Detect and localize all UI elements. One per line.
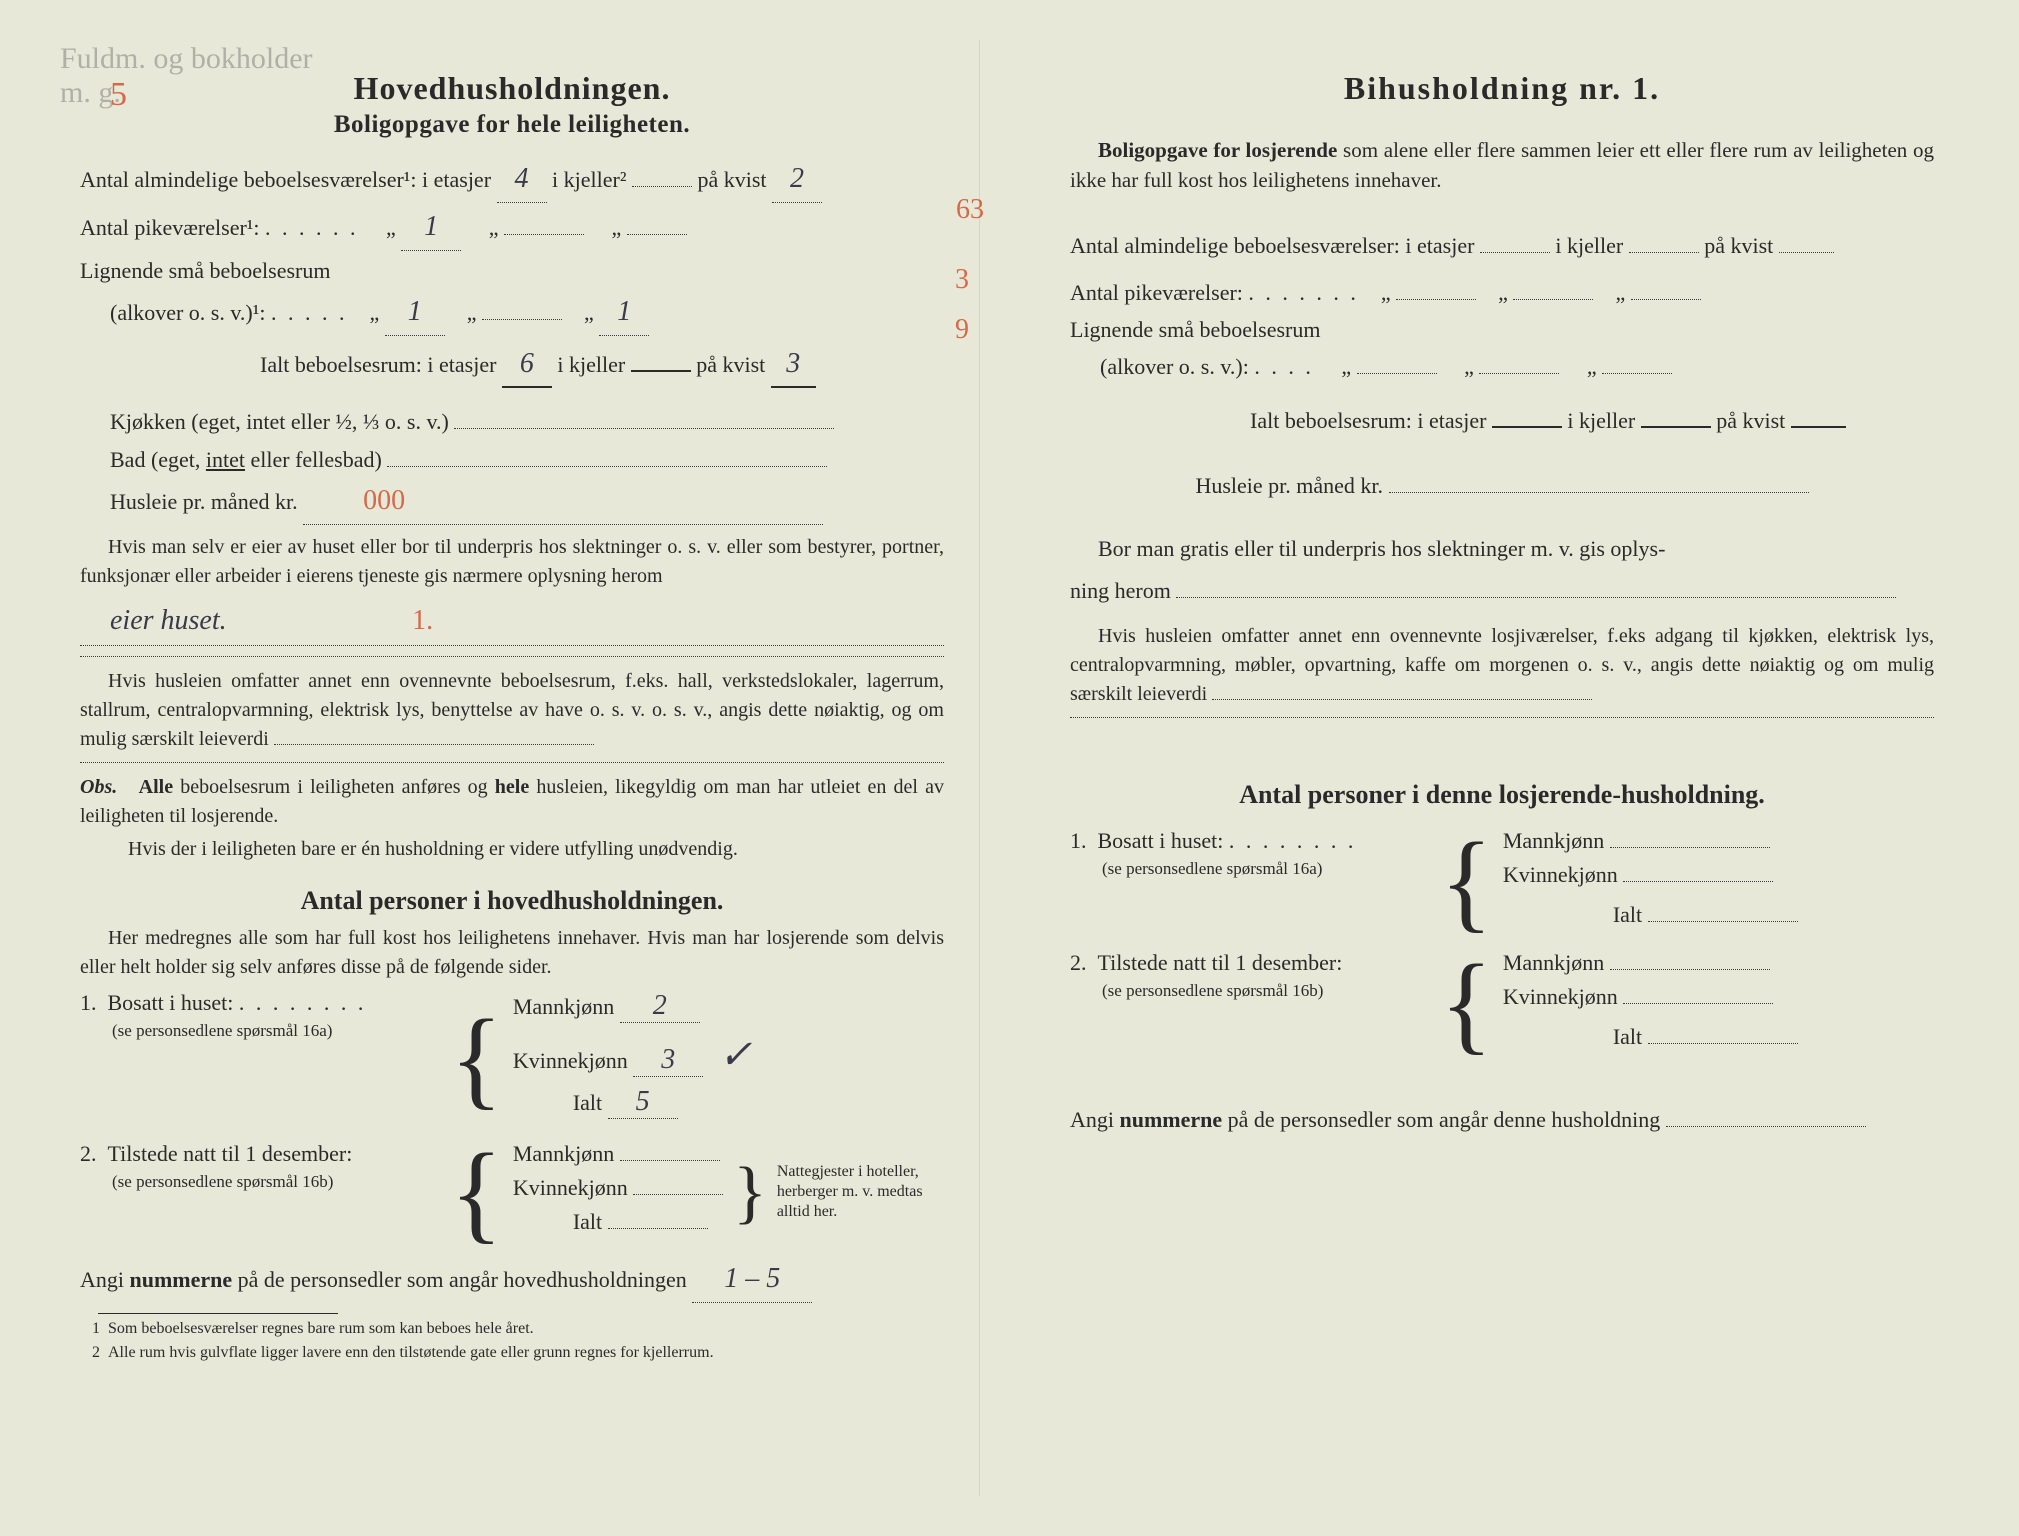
rule <box>1070 717 1934 718</box>
q3-etasjer-value: 1 <box>385 290 445 336</box>
handwriting-1: 1. <box>412 605 433 636</box>
rpersons-2: 2. Tilstede natt til 1 desember: (se per… <box>1070 950 1934 1058</box>
kjokken-row: Kjøkken (eget, intet eller ½, ⅓ o. s. v.… <box>80 404 944 439</box>
p1-kvinne-value: 3 <box>633 1044 703 1077</box>
para-eier: Hvis man selv er eier av huset eller bor… <box>80 533 944 591</box>
q3-label: Lignende små beboelsesrum <box>80 253 944 288</box>
husleie-row: Husleie pr. måned kr. 000 <box>80 479 944 525</box>
q2-row: Antal pikeværelser¹: . . . . . . „ 1 „ „… <box>80 205 944 251</box>
rangi-row: Angi nummerne på de personsedler som ang… <box>1070 1102 1934 1137</box>
angi-row: Angi nummerne på de personsedler som ang… <box>80 1257 944 1303</box>
rtotal-row: Ialt beboelsesrum: i etasjer i kjeller p… <box>1070 403 1934 438</box>
margin-3: 3 <box>955 258 969 303</box>
p1-ialt-value: 5 <box>608 1086 678 1119</box>
margin-63: 63 <box>956 188 984 233</box>
handwriting-top-annotation: Fuldm. og bokholder m. g. <box>60 42 313 110</box>
left-h3: Antal personer i hovedhusholdningen. <box>80 886 944 916</box>
footnote-2: 2 Alle rum hvis gulvflate ligger lavere … <box>80 1344 944 1362</box>
q3-row: (alkover o. s. v.)¹: . . . . . „ 1 „ „ 1… <box>80 290 944 336</box>
rule <box>80 656 944 657</box>
margin-9: 9 <box>955 308 969 353</box>
right-intro: Boligopgave for losjerende som alene ell… <box>1070 135 1934 196</box>
rq2-row: Antal pikeværelser: . . . . . . . „ „ „ <box>1070 275 1934 310</box>
bad-row: Bad (eget, intet eller fellesbad) <box>80 442 944 477</box>
para-husleie-annet: Hvis husleien omfatter annet enn ovennev… <box>80 667 944 754</box>
total-etasjer-value: 6 <box>502 342 552 389</box>
para-gratis-2: ning herom <box>1070 573 1934 608</box>
brace-close-icon: } <box>733 1161 767 1224</box>
left-page: Fuldm. og bokholder m. g. 5 Hovedhushold… <box>50 40 980 1496</box>
brace-icon: { <box>450 1012 503 1106</box>
obs-para2: Hvis der i leiligheten bare er én hushol… <box>80 835 944 864</box>
brace-icon: { <box>1440 835 1493 929</box>
nattegjester-note: Nattegjester i hoteller, herberger m. v.… <box>777 1162 937 1222</box>
q1-etasjer-value: 4 <box>497 157 547 203</box>
total-kjeller-value <box>631 370 691 372</box>
rule <box>80 762 944 763</box>
checkmark: ✓ <box>719 1032 753 1077</box>
rhusleie-row: Husleie pr. måned kr. <box>1070 468 1934 503</box>
total-row: Ialt beboelsesrum: i etasjer 6 i kjeller… <box>80 342 944 389</box>
brace-icon: { <box>1440 957 1493 1051</box>
rpara2: Hvis husleien omfatter annet enn ovennev… <box>1070 622 1934 709</box>
q1-kvist-value: 2 <box>772 157 822 203</box>
brace-icon: { <box>450 1146 503 1240</box>
q2-etasjer-value: 1 <box>401 205 461 251</box>
total-kvist-value: 3 <box>771 342 816 389</box>
husleie-value: 000 <box>303 479 823 525</box>
q1-row: Antal almindelige beboelsesværelser¹: i … <box>80 157 944 203</box>
rpersons-1: 1. Bosatt i huset: . . . . . . . . (se p… <box>1070 828 1934 936</box>
handwriting-5: 5 <box>110 76 127 114</box>
obs-para: Obs. Alle beboelsesrum i leiligheten anf… <box>80 773 944 831</box>
rq1-row: Antal almindelige beboelsesværelser: i e… <box>1070 228 1934 263</box>
h3-sub: Her medregnes alle som har full kost hos… <box>80 924 944 982</box>
right-title: Bihusholdning nr. 1. <box>1070 70 1934 107</box>
persons-2: 2. Tilstede natt til 1 desember: (se per… <box>80 1141 944 1243</box>
q3-kvist-value: 1 <box>599 290 649 336</box>
footnote-1: 1 Som beboelsesværelser regnes bare rum … <box>80 1320 944 1338</box>
p1-mann-value: 2 <box>620 990 700 1023</box>
handwriting-eier: eier huset. <box>110 605 227 636</box>
persons-1: 1. Bosatt i huset: . . . . . . . . (se p… <box>80 990 944 1127</box>
q1-kjeller-value <box>632 186 692 187</box>
right-page: Bihusholdning nr. 1. Boligopgave for los… <box>1040 40 1969 1496</box>
rq3-row: (alkover o. s. v.): . . . . „ „ „ <box>1070 349 1934 384</box>
footnote-rule <box>98 1313 338 1314</box>
hand-eier-row: eier huset. 1. <box>80 599 944 644</box>
angi-value: 1 – 5 <box>692 1257 812 1303</box>
rq3-label: Lignende små beboelsesrum <box>1070 312 1934 347</box>
para-gratis: Bor man gratis eller til underpris hos s… <box>1070 533 1934 565</box>
right-h3: Antal personer i denne losjerende-hushol… <box>1070 780 1934 810</box>
page-spread: Fuldm. og bokholder m. g. 5 Hovedhushold… <box>50 40 1969 1496</box>
rule <box>80 645 944 646</box>
left-subtitle: Boligopgave for hele leiligheten. <box>80 111 944 139</box>
